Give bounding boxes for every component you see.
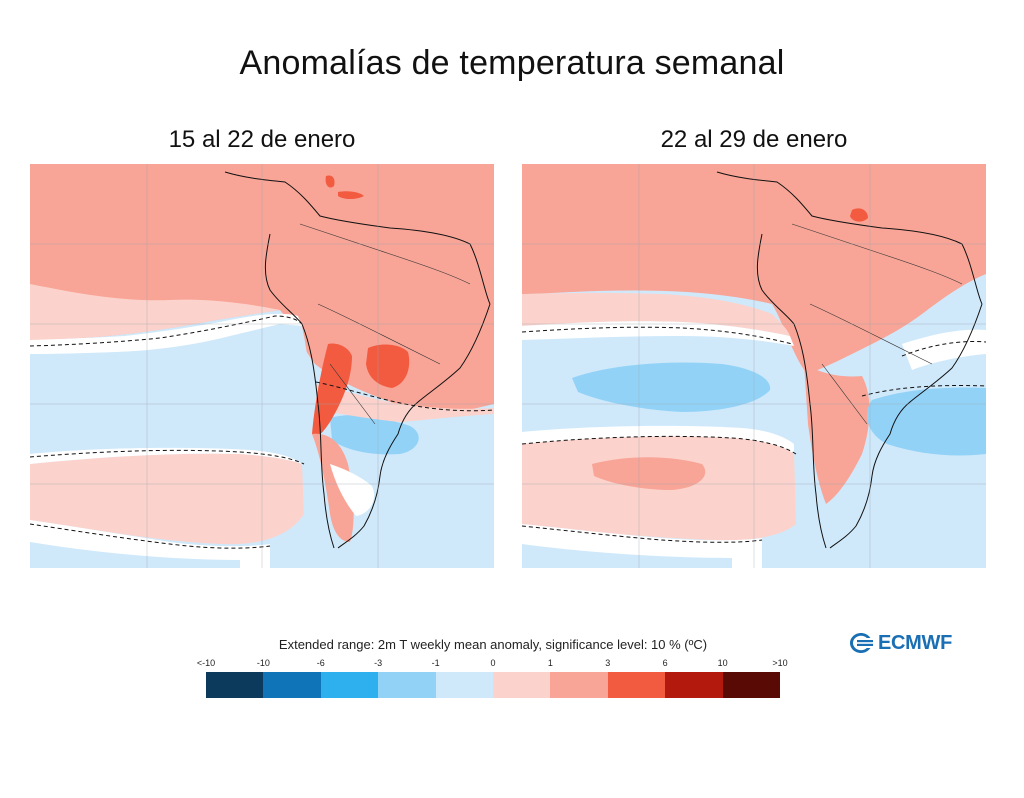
colorbar-tick-label: -3 [374,658,383,668]
colorbar-swatch [607,672,666,698]
colorbar-tick-label: 6 [662,658,668,668]
hot-spot-chaco [366,344,410,388]
warm-zone-south-pacific [592,457,706,490]
colorbar-swatch [493,672,551,698]
warm-zone-atlantic-edge [315,384,494,422]
colorbar-caption: Extended range: 2m T weekly mean anomaly… [278,637,708,652]
panel-title-week-2: 22 al 29 de enero [660,126,848,153]
anomaly-map-week-2 [522,164,986,568]
patagonia-warm [312,433,354,542]
colorbar-swatch [206,672,264,698]
anomaly-map-week-1 [30,164,494,568]
significance-contours [522,326,986,543]
colorbar-swatch [435,672,494,698]
ecmwf-logo-text: ECMWF [878,631,953,654]
colorbar-tick-label: <-10 [196,658,216,668]
warm-band-light [30,284,280,340]
hot-spot-north [325,175,335,188]
colorbar-swatch [263,672,321,698]
ecmwf-logo-icon [850,633,873,653]
cool-blob-atlantic [867,387,986,456]
panel-title-week-1: 15 al 22 de enero [168,126,356,153]
colorbar-tick-label: 10 [717,658,728,668]
graticule [30,164,494,568]
cool-blob-pacific [572,362,771,412]
coastlines [224,171,491,549]
colorbar [206,672,781,698]
cool-zone-bottom [30,542,240,568]
colorbar-tick-label: -1 [431,658,440,668]
colorbar-tick-label: -6 [316,658,325,668]
graticule [522,164,986,568]
warm-zone-argentina [804,364,870,504]
hot-spot-andes [312,343,352,437]
colorbar-swatch [378,672,436,698]
colorbar-swatch [665,672,723,698]
coastlines [716,171,983,549]
colorbar-tick-label: 3 [605,658,611,668]
page-title: Anomalías de temperatura semanal [239,44,785,82]
colorbar-tick-label: >10 [772,658,788,668]
cool-zone-pacific [30,324,315,456]
transition-band-south [522,425,794,454]
warm-band-south-pacific [30,453,304,545]
country-borders [791,223,963,425]
patagonia-white [330,464,375,516]
transition-band [522,321,794,346]
colorbar-swatch [550,672,608,698]
cool-zone-bottom [522,544,732,568]
colorbar-tick-label: 1 [547,658,553,668]
hot-spot-north [850,208,868,222]
hot-spot-north-2 [338,191,364,199]
transition-band-atlantic [902,329,986,370]
colorbar-ticks: <-10 -10 -6 -3 -1 0 1 3 6 10 >10 [197,658,788,670]
colorbar-swatch [320,672,379,698]
colorbar-tick-label: -10 [256,658,270,668]
warm-band-light [522,292,790,336]
ecmwf-logo: ECMWF [848,630,952,656]
colorbar-swatch [722,672,781,698]
colorbar-tick-label: 0 [490,658,496,668]
cool-blob-atlantic [330,415,419,455]
country-borders [299,223,471,425]
